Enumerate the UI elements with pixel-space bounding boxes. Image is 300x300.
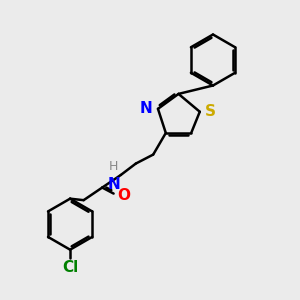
Text: S: S [205,104,216,119]
Text: O: O [117,188,130,202]
Text: N: N [140,101,153,116]
Text: N: N [107,177,120,192]
Text: Cl: Cl [62,260,78,275]
Text: H: H [109,160,118,172]
